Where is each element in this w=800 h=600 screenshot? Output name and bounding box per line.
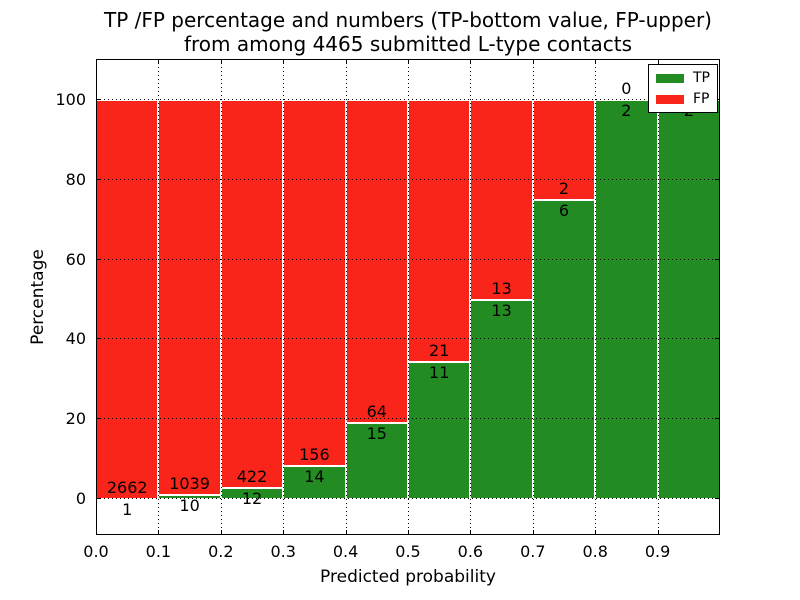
gridline-vertical [595, 59, 597, 535]
bar-segment-fp [470, 100, 533, 300]
x-axis-tick-top [345, 59, 347, 64]
x-axis-tick [220, 530, 222, 535]
legend-swatch-fp-icon [656, 94, 684, 104]
x-tick-label: 0.1 [145, 542, 172, 561]
y-axis-tick-right [715, 258, 720, 260]
x-tick-label: 0.7 [520, 542, 546, 561]
x-axis-tick-top [220, 59, 222, 64]
x-tick-label: 0.2 [208, 542, 234, 561]
tp-count-label: 12 [241, 488, 263, 508]
y-axis-tick-right [715, 498, 720, 499]
y-tick-label: 40 [65, 329, 86, 349]
chart-title-line1: TP /FP percentage and numbers (TP-bottom… [104, 8, 712, 32]
bar-segment-tp [657, 100, 720, 499]
bar-segment-fp [96, 100, 159, 499]
gridline-vertical [408, 59, 409, 535]
bar-segment-tp [345, 423, 408, 499]
y-axis-tick [96, 498, 101, 499]
y-axis-tick [96, 338, 101, 340]
gridline-vertical [158, 59, 160, 535]
bar-segment-tp [470, 299, 533, 499]
x-axis-tick-top [283, 59, 285, 64]
y-axis-tick-right [715, 418, 720, 420]
x-tick-label: 0.5 [395, 542, 421, 561]
legend-item-tp: TP [656, 71, 710, 85]
tp-count-label: 13 [491, 300, 512, 320]
tp-count-label: 11 [429, 362, 450, 382]
x-tick-label: 0.4 [332, 542, 359, 561]
legend-label-tp: TP [693, 70, 710, 86]
x-tick-label: 0.0 [83, 542, 109, 561]
x-axis-tick [532, 530, 534, 535]
fp-count-label: 64 [366, 402, 387, 422]
gridline-vertical [283, 59, 285, 535]
tp-count-label: 2 [621, 101, 632, 120]
fp-count-label: 156 [299, 445, 330, 465]
fp-count-label: 1039 [169, 474, 210, 494]
bar-segment-fp [220, 100, 284, 488]
chart-title: TP /FP percentage and numbers (TP-bottom… [104, 8, 712, 56]
gridline-vertical [657, 59, 659, 535]
tp-count-label: 6 [558, 200, 570, 220]
y-axis-tick-right [715, 178, 720, 180]
x-axis-tick-top [408, 59, 409, 64]
legend-item-fp: FP [656, 92, 710, 106]
x-tick-label: 0.9 [644, 542, 671, 561]
bar-segment-fp [158, 100, 221, 496]
bar-segment-fp [532, 100, 596, 200]
y-tick-label: 80 [65, 169, 86, 189]
x-axis-tick [158, 530, 160, 535]
bar-segment-tp [532, 199, 596, 499]
x-axis-tick-top [470, 59, 472, 64]
y-axis-tick [96, 418, 101, 420]
bar-segment-tp [408, 361, 471, 499]
y-axis-tick [96, 178, 101, 180]
bar-segment-fp [408, 100, 471, 362]
fp-count-label: 0 [621, 79, 632, 98]
plot-area: TP FP 2662 1 1039 10 422 12 156 14 64 15 21 11 13 13 2… [96, 59, 720, 535]
bar-segment-fp [283, 100, 346, 467]
y-axis-tick [96, 99, 101, 100]
x-axis-tick [345, 530, 347, 535]
fp-count-label: 13 [491, 278, 512, 298]
gridline-vertical [532, 59, 534, 535]
x-axis-label: Predicted probability [320, 567, 496, 587]
tp-count-label: 10 [179, 496, 200, 516]
gridline-vertical [220, 59, 222, 535]
y-axis-tick [96, 258, 101, 260]
x-axis-tick-top [595, 59, 597, 64]
fp-count-label: 21 [429, 340, 450, 360]
x-axis-tick [657, 530, 659, 535]
legend-swatch-tp-icon [656, 73, 684, 83]
x-axis-tick [470, 530, 472, 535]
x-axis-tick-top [657, 59, 659, 64]
fp-count-label: 2 [558, 178, 570, 198]
x-tick-label: 0.6 [457, 542, 484, 561]
x-axis-tick [595, 530, 597, 535]
fp-count-label: 2662 [106, 477, 148, 497]
x-axis-tick-top [532, 59, 534, 64]
legend: TP FP [648, 64, 718, 113]
x-tick-label: 0.3 [270, 542, 296, 561]
y-tick-label: 20 [65, 409, 86, 429]
x-tick-label: 0.8 [582, 542, 608, 561]
bar-segment-tp [595, 100, 658, 499]
gridline-vertical [470, 59, 472, 535]
x-axis-tick [283, 530, 285, 535]
tp-count-label: 14 [304, 467, 325, 487]
legend-label-fp: FP [693, 91, 710, 107]
x-axis-tick [408, 530, 409, 535]
gridline-vertical [345, 59, 347, 535]
y-tick-label: 0 [75, 489, 86, 508]
chart-title-line2: from among 4465 submitted L-type contact… [183, 32, 633, 56]
tp-count-label: 1 [122, 499, 133, 519]
y-tick-label: 100 [55, 90, 86, 109]
tp-count-label: 15 [366, 424, 387, 444]
y-tick-label: 60 [65, 249, 86, 269]
x-axis-tick-top [158, 59, 160, 64]
bar-segment-fp [345, 100, 408, 424]
y-axis-tick-right [715, 338, 720, 340]
fp-count-label: 422 [236, 466, 268, 486]
